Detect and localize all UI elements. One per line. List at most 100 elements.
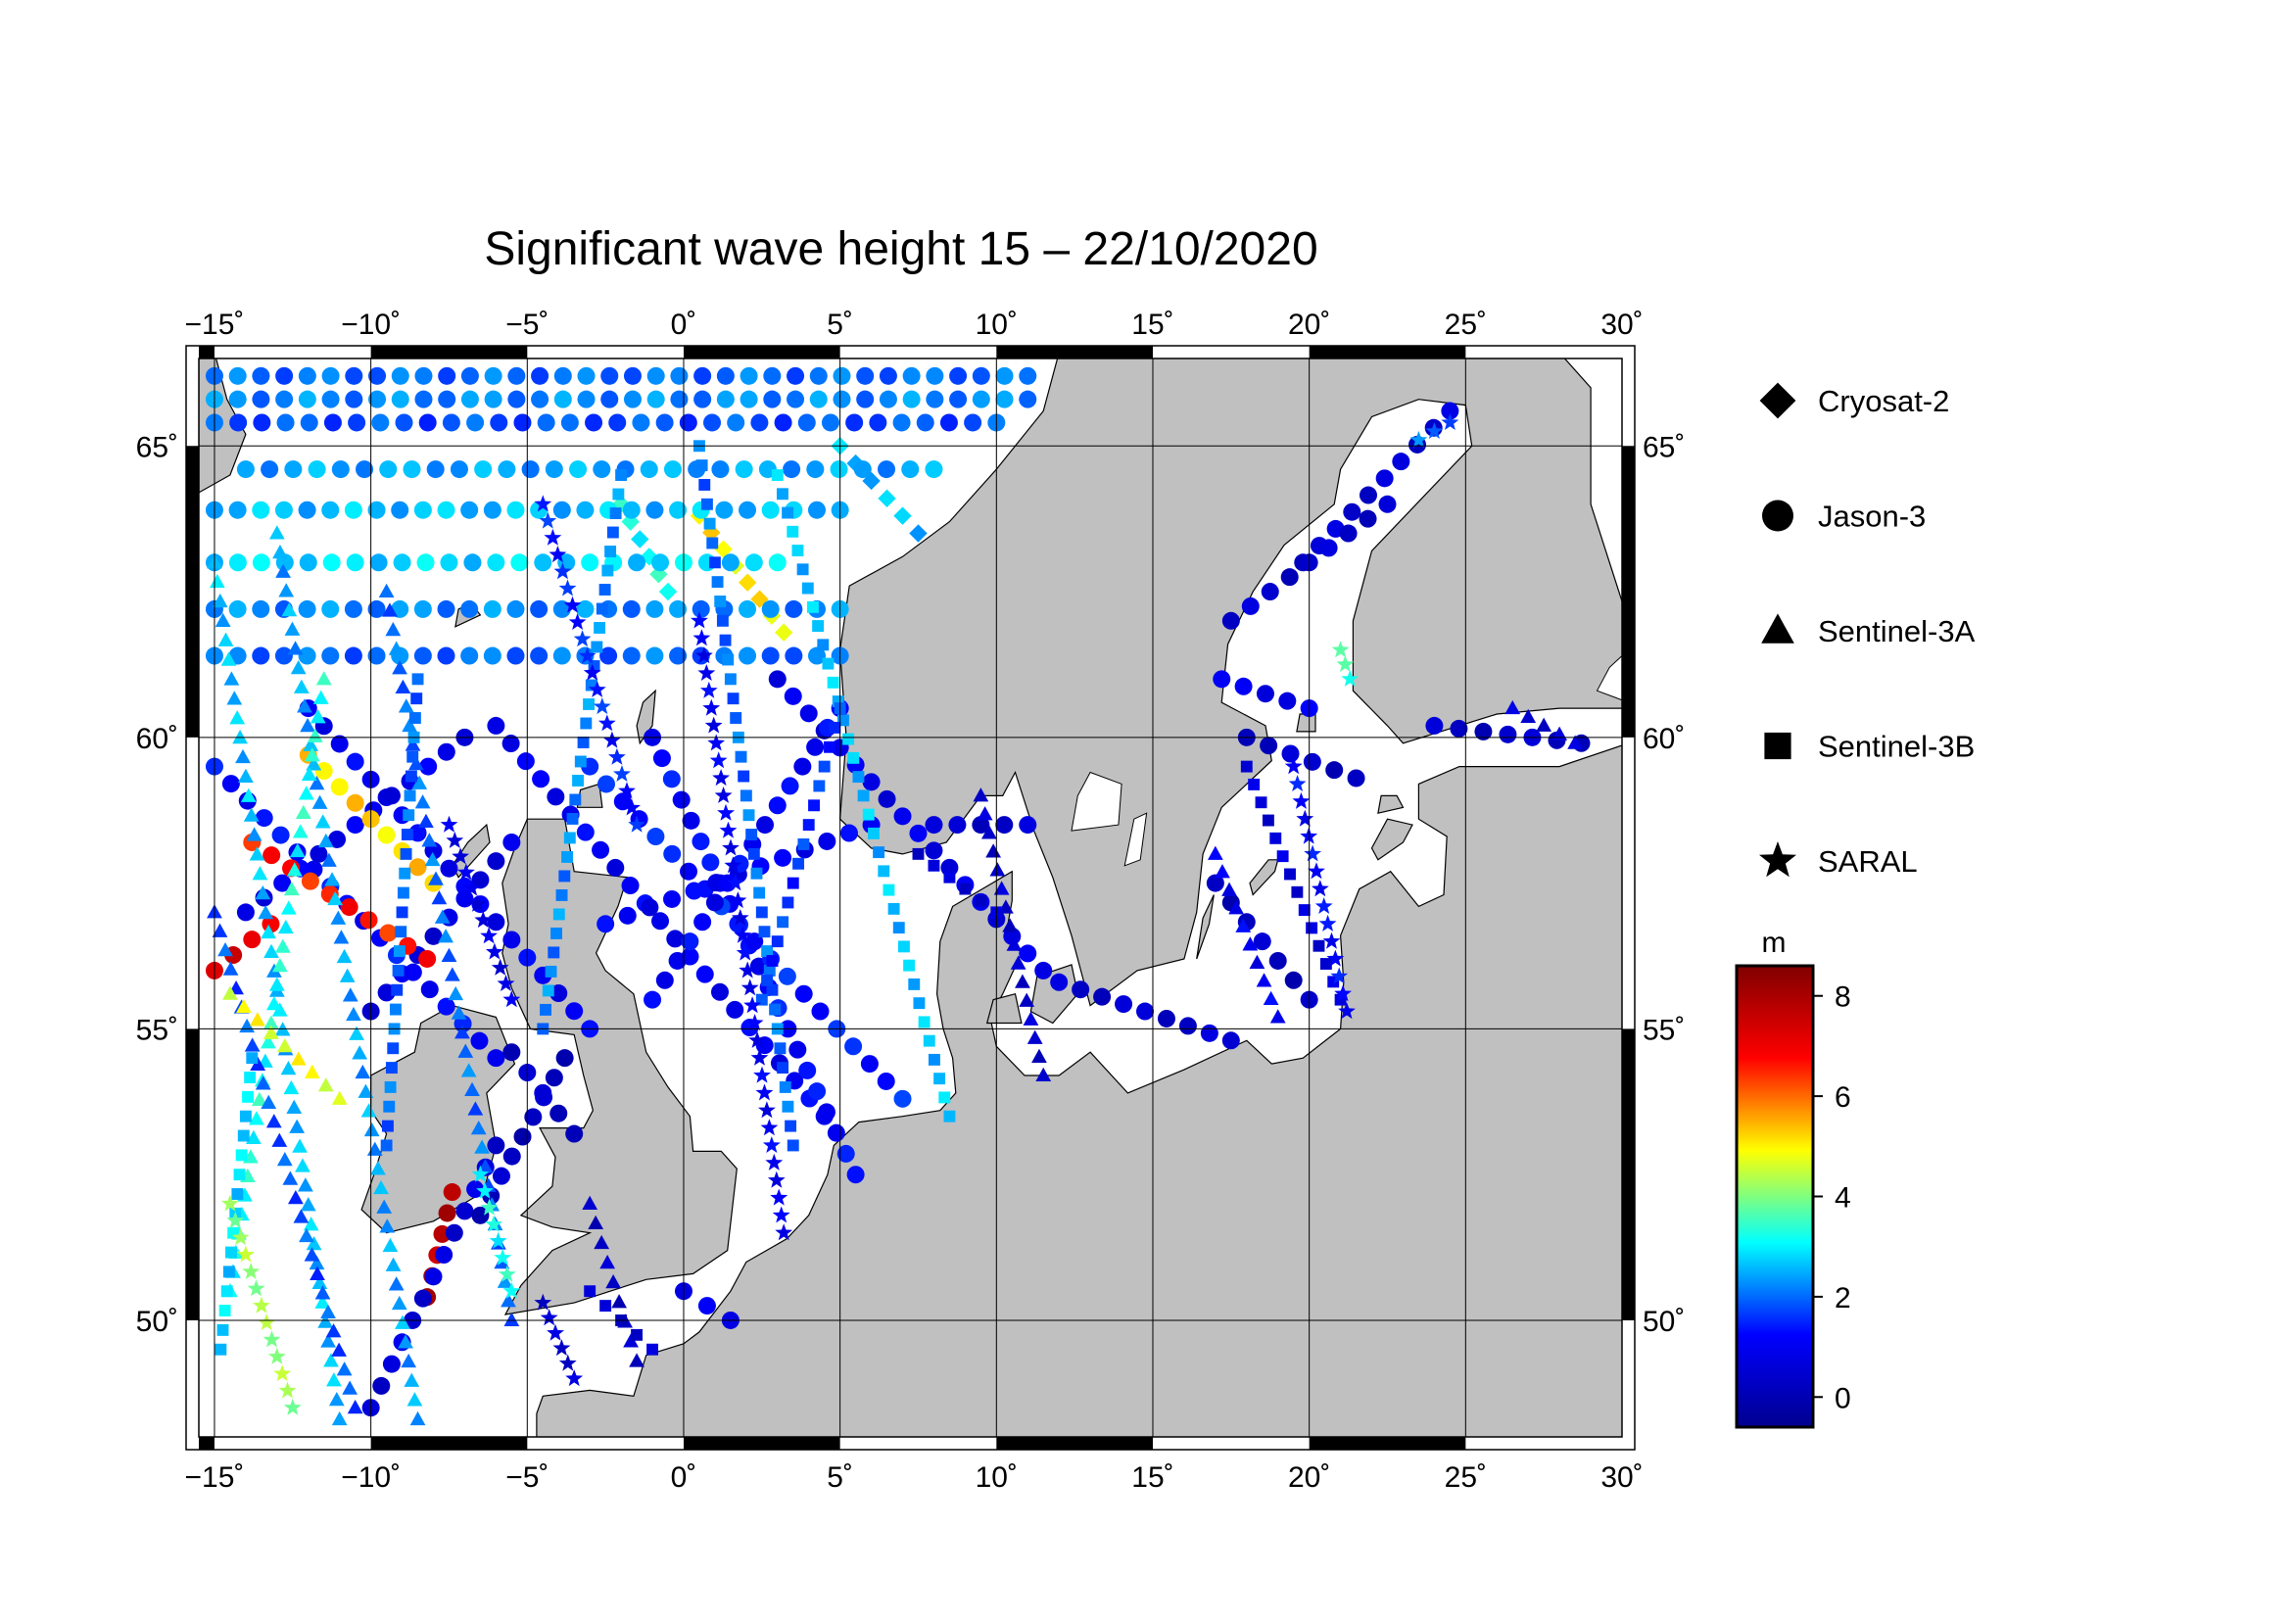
track-point	[1378, 495, 1397, 513]
track-point	[383, 1100, 396, 1113]
track-point	[1314, 897, 1333, 914]
track-point	[367, 599, 386, 618]
track-point	[395, 1314, 410, 1329]
track-point	[806, 460, 825, 479]
track-point	[722, 838, 740, 856]
track-point	[582, 1195, 598, 1210]
track-point	[255, 885, 271, 900]
track-point	[774, 1042, 787, 1055]
track-point	[267, 1347, 286, 1364]
track-point	[251, 1091, 267, 1106]
track-point	[867, 827, 880, 839]
track-point	[760, 1119, 779, 1136]
track-point	[645, 599, 664, 618]
track-point	[1325, 761, 1344, 780]
frame-outer	[185, 345, 1636, 1451]
track-point	[346, 793, 364, 812]
track-point	[993, 881, 1010, 895]
colorbar-tick-label: 4	[1835, 1182, 1851, 1215]
track-point	[545, 460, 563, 479]
track-point	[817, 1103, 835, 1122]
track-point	[615, 469, 628, 481]
track-point	[344, 599, 362, 618]
track-point	[333, 930, 350, 944]
track-point	[612, 488, 625, 501]
track-point	[1221, 1031, 1240, 1050]
track-point	[577, 366, 596, 385]
track-point	[231, 1188, 244, 1200]
track-point	[827, 676, 839, 689]
track-point	[778, 967, 796, 985]
track-point	[608, 747, 626, 765]
track-point	[774, 623, 793, 642]
track-point	[693, 913, 712, 931]
track-point	[246, 827, 263, 841]
track-point	[807, 501, 826, 519]
track-point	[724, 856, 742, 874]
track-point	[908, 978, 921, 990]
track-point	[406, 750, 419, 763]
track-point	[768, 796, 787, 815]
track-point	[572, 775, 585, 787]
track-point	[460, 390, 479, 408]
track-point	[925, 841, 943, 860]
track-point	[632, 413, 650, 432]
track-point	[440, 815, 458, 833]
track-point	[321, 366, 340, 385]
track-point	[646, 1343, 658, 1356]
track-point	[284, 460, 303, 479]
track-point	[763, 366, 782, 385]
track-point	[913, 997, 926, 1010]
track-point	[972, 390, 990, 408]
track-point	[844, 1037, 863, 1056]
track-point	[431, 890, 448, 905]
track-point	[413, 646, 432, 665]
track-point	[491, 958, 509, 976]
track-point	[592, 840, 610, 859]
track-point	[389, 1003, 402, 1016]
map-panel: −15˚ −15˚ −10˚ −10˚ −5˚ −5˚ 0˚ 0˚ 5˚ 5˚ 10˚ 10˚ 15˚ 1…	[136, 309, 1686, 1494]
track-point	[651, 553, 670, 572]
track-point	[670, 390, 689, 408]
track-point	[218, 1305, 231, 1317]
track-point	[278, 583, 295, 597]
track-point	[892, 922, 905, 934]
track-point	[553, 562, 572, 580]
track-point	[791, 545, 804, 556]
track-point	[325, 1323, 342, 1338]
track-point	[806, 600, 819, 613]
track-point	[441, 947, 457, 963]
track-point	[879, 390, 897, 408]
track-point	[286, 1099, 303, 1115]
track-point	[796, 563, 809, 576]
track-point	[768, 670, 787, 689]
colorbar-tick-label: 0	[1835, 1382, 1851, 1414]
track-point	[813, 780, 826, 792]
track-point	[949, 390, 968, 408]
track-point	[392, 964, 405, 977]
track-point	[716, 614, 729, 627]
colorbar: m 0 2 4 6 8	[1735, 927, 1851, 1429]
track-point	[450, 460, 468, 479]
track-point	[1072, 980, 1090, 999]
track-point	[989, 862, 1006, 877]
track-point	[252, 599, 270, 618]
lon-tick-label-top: −10˚	[341, 309, 401, 341]
lat-tick-label-left: 65˚	[136, 431, 178, 463]
track-point	[310, 709, 326, 724]
track-point	[352, 1045, 368, 1060]
track-point	[330, 778, 349, 796]
track-point	[740, 979, 759, 996]
track-point	[442, 413, 460, 432]
track-point	[699, 681, 718, 698]
track-point	[474, 1139, 490, 1154]
track-point	[398, 1334, 413, 1349]
legend-item-cryosat-2: Cryosat-2	[1759, 382, 1949, 419]
track-point	[480, 1198, 499, 1216]
track-point	[238, 768, 254, 784]
track-point	[739, 961, 757, 979]
track-point	[1306, 922, 1318, 934]
track-point	[276, 413, 295, 432]
track-point	[418, 949, 437, 968]
track-point	[606, 858, 625, 877]
